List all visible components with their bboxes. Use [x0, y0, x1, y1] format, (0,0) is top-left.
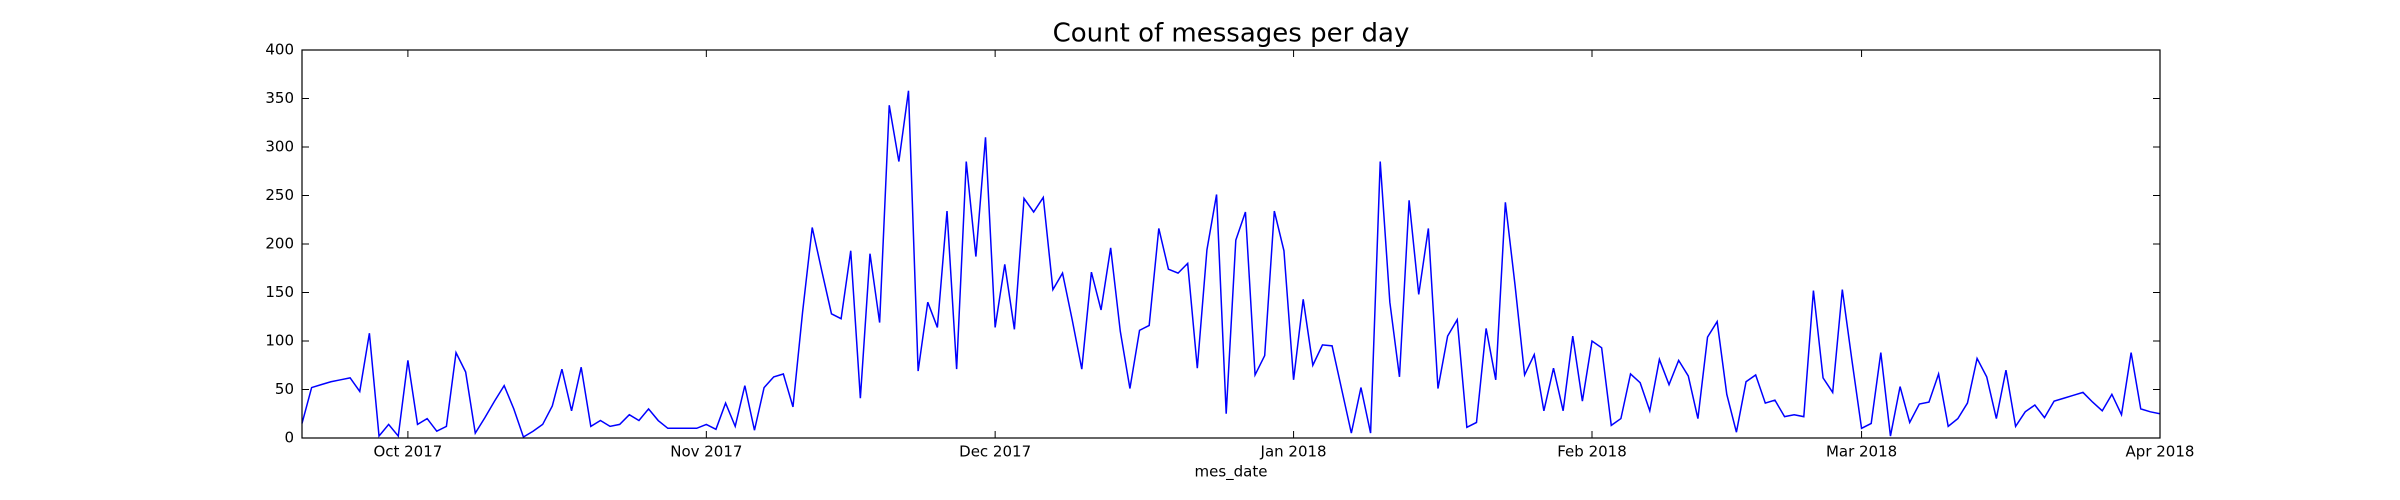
data-line: [301, 90, 2161, 439]
y-tick-label: 300: [265, 138, 294, 156]
y-tick-label: 250: [265, 186, 294, 204]
y-tick-label: 0: [284, 429, 294, 447]
x-tick-label: Nov 2017: [670, 443, 742, 461]
x-tick-label: Oct 2017: [373, 443, 442, 461]
chart-title: Count of messages per day: [1053, 19, 1410, 49]
x-tick-label: Mar 2018: [1826, 443, 1897, 461]
y-tick-label: 150: [265, 283, 294, 301]
y-tick-label: 350: [265, 89, 294, 107]
y-tick-label: 400: [265, 41, 294, 59]
y-tick-label: 200: [265, 235, 294, 253]
x-tick-label: Jan 2018: [1260, 443, 1327, 461]
plot-frame: [301, 49, 2161, 439]
x-tick-label: Feb 2018: [1557, 443, 1627, 461]
x-tick-label: Apr 2018: [2126, 443, 2195, 461]
y-tick-label: 100: [265, 332, 294, 350]
x-axis-label: mes_date: [1195, 463, 1268, 482]
y-tick-label: 50: [275, 380, 294, 398]
x-tick-label: Dec 2017: [959, 443, 1031, 461]
